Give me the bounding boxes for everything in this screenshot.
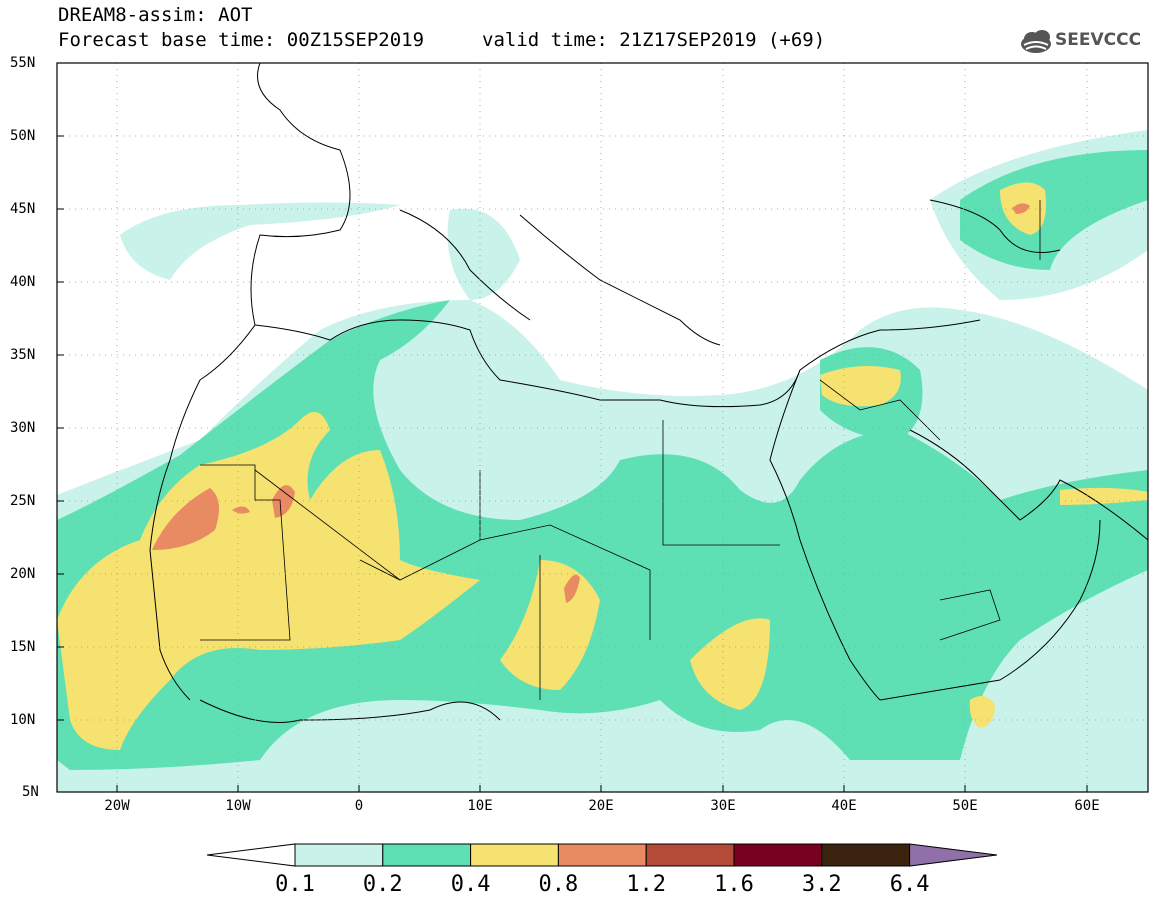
lat-label-30n: 30N [10, 420, 36, 436]
logo-text: SEEVCCC [1055, 30, 1142, 50]
colorbar-high-arrow [909, 843, 998, 867]
lat-label-15n: 15N [10, 639, 36, 655]
valid-time-label: valid time: 21Z17SEP2019 (+69) [482, 29, 826, 51]
lon-label-10w: 10W [225, 798, 251, 814]
lon-label-0: 0 [354, 798, 364, 814]
colorbar-swatch-5 [645, 843, 735, 867]
lat-label-5n: 5N [22, 784, 39, 800]
colorbar-swatch-1 [294, 843, 384, 867]
colorbar-label-3.2: 3.2 [801, 872, 842, 897]
lon-label-10e: 10E [467, 798, 493, 814]
colorbar-swatch-2 [382, 843, 472, 867]
colorbar-label-1.2: 1.2 [626, 872, 667, 897]
lon-label-20w: 20W [104, 798, 130, 814]
colorbar-label-0.8: 0.8 [538, 872, 579, 897]
colorbar-swatch-4 [557, 843, 647, 867]
colorbar-low-arrow [206, 843, 296, 867]
colorbar-label-0.4: 0.4 [450, 872, 491, 897]
aot-level-0.8 [152, 203, 1030, 603]
lat-label-50n: 50N [10, 128, 36, 144]
lat-label-20n: 20N [10, 566, 36, 582]
seevccc-logo [1021, 30, 1051, 53]
cloud-icon [1021, 30, 1051, 53]
colorbar-label-0.1: 0.1 [275, 872, 315, 897]
lat-label-35n: 35N [10, 347, 36, 363]
coastlines [149, 63, 1148, 723]
colorbar-label-0.2: 0.2 [362, 872, 403, 897]
aot-level-0.2 [57, 150, 1148, 770]
aot-contours [57, 130, 1148, 792]
lon-label-60e: 60E [1074, 798, 1100, 814]
map-title: DREAM8-assim: AOT [58, 4, 253, 26]
country-borders [200, 200, 1041, 700]
lon-label-20e: 20E [588, 798, 614, 814]
colorbar-label-1.6: 1.6 [714, 872, 754, 897]
lat-label-10n: 10N [10, 712, 36, 728]
colorbar-swatch-3 [470, 843, 559, 867]
lon-label-40e: 40E [831, 798, 857, 814]
colorbar-swatch-6 [733, 843, 823, 867]
lon-label-30e: 30E [710, 798, 736, 814]
colorbar-label-6.4: 6.4 [889, 872, 930, 897]
base-time-label: Forecast base time: 00Z15SEP2019 [58, 29, 425, 51]
lon-label-50e: 50E [952, 798, 978, 814]
axis-ticks [57, 62, 1088, 793]
lat-label-40n: 40N [10, 274, 36, 290]
colorbar-swatch-7 [821, 843, 911, 867]
lat-label-25n: 25N [10, 493, 36, 509]
lat-label-45n: 45N [10, 201, 36, 217]
colorbar [206, 843, 998, 867]
lat-label-55n: 55N [10, 55, 36, 71]
